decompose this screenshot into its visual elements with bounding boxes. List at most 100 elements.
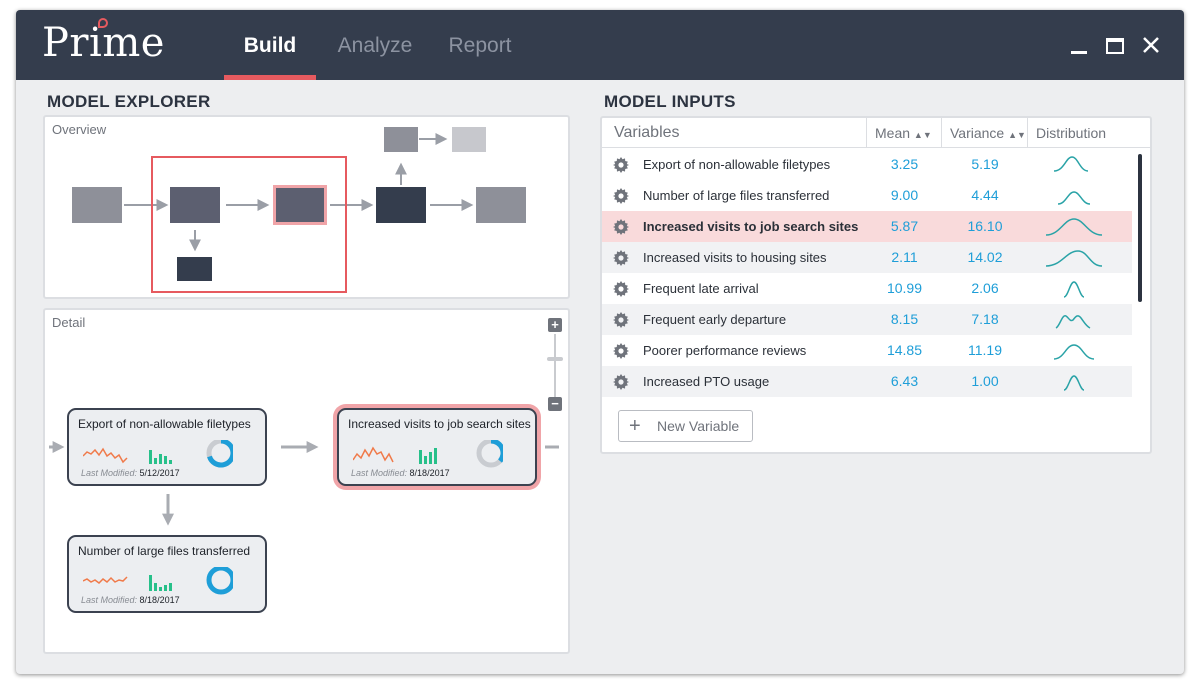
distribution-sparkline: [1055, 315, 1091, 329]
gear-icon[interactable]: [613, 374, 629, 390]
card-title: Increased visits to job search sites: [348, 417, 531, 431]
table-row[interactable]: Number of large files transferred 9.00 4…: [602, 180, 1132, 211]
variance-value: 7.18: [971, 311, 999, 327]
overview-node: [177, 257, 212, 281]
app-window: Prime Build Analyze Report MODEL EXPLORE…: [16, 10, 1184, 674]
overview-node: [170, 187, 220, 223]
overview-node: [476, 187, 526, 223]
gear-icon[interactable]: [613, 157, 629, 173]
table-row-selected[interactable]: Increased visits to job search sites 5.8…: [602, 211, 1132, 242]
variable-name: Increased visits to job search sites: [643, 219, 859, 234]
variance-value: 5.19: [971, 156, 999, 172]
table-row[interactable]: Increased visits to housing sites 2.11 1…: [602, 242, 1132, 273]
logo-accent-icon: [98, 18, 108, 28]
variance-value: 16.10: [967, 218, 1003, 234]
tab-build[interactable]: Build: [224, 34, 316, 80]
variable-name: Increased PTO usage: [643, 374, 770, 389]
distribution-sparkline: [1045, 218, 1103, 236]
overview-node: [384, 127, 418, 152]
variance-value: 14.02: [967, 249, 1003, 265]
card-charts: [83, 440, 233, 468]
variable-name: Increased visits to housing sites: [643, 250, 827, 265]
model-node-card-selected[interactable]: Increased visits to job search sites Las…: [337, 408, 537, 486]
model-node-card[interactable]: Export of non-allowable filetypes Last M…: [67, 408, 267, 486]
variable-name: Number of large files transferred: [643, 188, 830, 203]
gear-icon[interactable]: [613, 188, 629, 204]
zoom-slider-handle[interactable]: [547, 357, 563, 361]
zoom-out-button[interactable]: −: [548, 397, 562, 411]
variable-name: Export of non-allowable filetypes: [643, 157, 831, 172]
distribution-sparkline: [1063, 375, 1085, 391]
plus-icon: +: [629, 415, 641, 437]
detail-label: Detail: [52, 315, 86, 330]
card-title: Export of non-allowable filetypes: [78, 417, 251, 431]
overview-panel: Overview: [43, 115, 570, 299]
mean-value: 2.11: [891, 249, 918, 265]
column-variance[interactable]: Variance ▲▼: [942, 118, 1028, 148]
minimize-icon[interactable]: [1068, 36, 1090, 56]
variance-value: 4.44: [971, 187, 999, 203]
title-bar: Prime Build Analyze Report: [16, 10, 1184, 80]
mean-value: 5.87: [890, 218, 919, 234]
variable-name: Frequent late arrival: [643, 281, 759, 296]
model-node-card[interactable]: Number of large files transferred Last M…: [67, 535, 267, 613]
gear-icon[interactable]: [613, 281, 629, 297]
card-modified: Last Modified: 8/18/2017: [81, 595, 180, 605]
overview-node: [376, 187, 426, 223]
tab-build-label: Build: [243, 34, 297, 57]
gear-icon[interactable]: [613, 250, 629, 266]
model-inputs-title: MODEL INPUTS: [604, 92, 736, 111]
zoom-in-button[interactable]: +: [548, 318, 562, 332]
sort-icon: ▲▼: [1008, 130, 1026, 140]
variance-value: 11.19: [968, 342, 1002, 358]
distribution-sparkline: [1057, 191, 1091, 205]
table-row[interactable]: Export of non-allowable filetypes 3.25 5…: [602, 149, 1132, 180]
variance-value: 2.06: [971, 280, 999, 296]
table-scrollbar[interactable]: [1138, 154, 1142, 302]
distribution-sparkline: [1053, 344, 1095, 360]
overview-graph: [72, 127, 526, 293]
card-charts: [83, 567, 233, 595]
table-row[interactable]: Increased PTO usage 6.43 1.00: [602, 366, 1132, 397]
close-icon[interactable]: [1140, 36, 1162, 56]
model-inputs-table: Variables Mean ▲▼ Variance ▲▼ Distributi…: [600, 116, 1152, 454]
column-variables: Variables: [602, 118, 867, 148]
variable-name: Frequent early departure: [643, 312, 787, 327]
mean-value: 10.99: [886, 280, 923, 296]
gear-icon[interactable]: [613, 219, 629, 235]
distribution-sparkline: [1053, 156, 1089, 172]
column-mean[interactable]: Mean ▲▼: [867, 118, 942, 148]
table-row[interactable]: Frequent early departure 8.15 7.18: [602, 304, 1132, 335]
table-header: Variables Mean ▲▼ Variance ▲▼ Distributi…: [602, 118, 1150, 148]
mean-value: 6.43: [890, 373, 919, 389]
variance-value: 1.00: [971, 373, 999, 389]
model-explorer-title: MODEL EXPLORER: [47, 92, 211, 111]
overview-node: [452, 127, 486, 152]
card-modified: Last Modified: 8/18/2017: [351, 468, 450, 478]
new-variable-button[interactable]: + New Variable: [618, 410, 753, 442]
distribution-sparkline: [1063, 281, 1085, 298]
tab-report-label: Report: [448, 34, 512, 57]
detail-panel: Detail + − Export of non-allowable filet…: [43, 308, 570, 654]
table-row[interactable]: Frequent late arrival 10.99 2.06: [602, 273, 1132, 304]
card-title: Number of large files transferred: [78, 544, 251, 558]
zoom-track: [554, 334, 556, 404]
gear-icon[interactable]: [613, 343, 629, 359]
table-row[interactable]: Poorer performance reviews 14.85 11.19: [602, 335, 1132, 366]
distribution-sparkline: [1045, 250, 1103, 267]
overview-label: Overview: [52, 122, 107, 137]
tab-report[interactable]: Report: [436, 34, 524, 80]
mean-value: 14.85: [886, 342, 923, 358]
gear-icon[interactable]: [613, 312, 629, 328]
overview-node: [72, 187, 122, 223]
tab-analyze-label: Analyze: [337, 34, 413, 57]
mean-value: 3.25: [890, 156, 919, 172]
active-tab-indicator: [224, 75, 316, 80]
maximize-icon[interactable]: [1104, 36, 1126, 56]
new-variable-label: New Variable: [657, 418, 740, 434]
mean-value: 8.15: [890, 311, 919, 327]
variable-name: Poorer performance reviews: [643, 343, 807, 358]
mean-value: 9.00: [890, 187, 919, 203]
tab-analyze[interactable]: Analyze: [326, 34, 424, 80]
card-modified: Last Modified: 5/12/2017: [81, 468, 180, 478]
